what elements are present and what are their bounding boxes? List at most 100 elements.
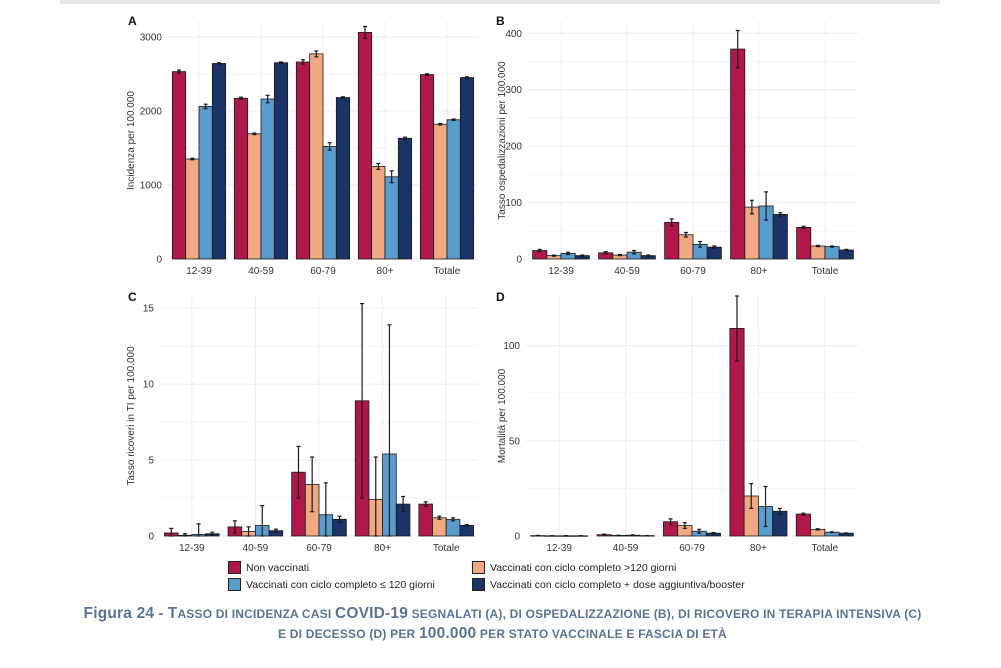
series-1 xyxy=(164,302,433,537)
error-bar xyxy=(777,507,782,515)
panel-letter: A xyxy=(128,14,137,28)
legend-item-oltre-120: Vaccinati con ciclo completo >120 giorni xyxy=(472,561,676,574)
bar xyxy=(233,97,249,260)
error-bar xyxy=(551,254,556,257)
series-1 xyxy=(171,25,435,260)
error-bar xyxy=(373,456,378,537)
error-bar xyxy=(682,522,687,529)
bar xyxy=(418,503,433,537)
y-tick-label: 2000 xyxy=(140,106,163,117)
error-bar xyxy=(764,191,769,221)
error-bar xyxy=(239,96,244,100)
panel-d-mortalita: 0 50 100 12-39 40-59 60-79 80+ Totale D Mortalità… xyxy=(496,290,858,554)
error-bar xyxy=(196,523,201,537)
legend-swatch xyxy=(472,561,485,574)
bar xyxy=(706,246,722,260)
caption-number: 100.000 xyxy=(418,625,477,642)
x-tick-label: 80+ xyxy=(374,543,391,554)
error-bar xyxy=(668,518,673,526)
bar xyxy=(185,158,200,260)
series-4 xyxy=(205,495,474,537)
bar xyxy=(445,518,461,537)
x-tick-label: 80+ xyxy=(377,266,394,277)
bar xyxy=(171,71,187,260)
gridlines xyxy=(526,296,858,537)
error-bar xyxy=(363,25,368,39)
gridlines xyxy=(528,22,858,260)
bar xyxy=(335,97,351,260)
error-bar xyxy=(252,132,257,136)
bar xyxy=(796,226,812,260)
y-axis-label: Incidenza per 100.000 xyxy=(126,91,137,190)
x-tick-label: 40-59 xyxy=(613,543,639,554)
bar xyxy=(211,63,227,260)
error-bar xyxy=(387,324,392,537)
x-tick-label: 60-79 xyxy=(680,266,706,277)
y-tick-label: 1000 xyxy=(140,180,163,191)
x-tick-label: 80+ xyxy=(751,266,768,277)
y-tick-label: 0 xyxy=(148,532,154,543)
error-bar xyxy=(464,524,469,527)
error-bar xyxy=(537,248,542,253)
bar xyxy=(273,62,289,260)
error-bar xyxy=(265,94,270,104)
error-bar xyxy=(210,531,215,536)
error-bar xyxy=(712,245,717,249)
y-axis-label: Tasso ospedalizzazioni per 100.000 xyxy=(497,61,508,220)
bar xyxy=(795,513,811,537)
error-bar xyxy=(296,445,301,499)
legend-label: Vaccinati con ciclo completo ≤ 120 giorn… xyxy=(246,578,435,591)
series-4 xyxy=(574,212,854,260)
bar xyxy=(678,234,694,260)
x-tick-label: 60-79 xyxy=(310,266,336,277)
y-tick-label: 15 xyxy=(143,304,155,315)
legend-swatch xyxy=(228,578,241,591)
y-tick-label: 10 xyxy=(143,380,155,391)
caption-part1-cap: T xyxy=(167,605,178,622)
x-tick-label: 12-39 xyxy=(186,266,212,277)
y-tick-label: 5 xyxy=(148,456,154,467)
bar xyxy=(371,166,386,260)
bar xyxy=(824,246,840,260)
legend-swatch xyxy=(228,561,241,574)
x-tick-label: 40-59 xyxy=(243,543,269,554)
error-bar xyxy=(437,515,442,520)
error-bar xyxy=(177,69,182,74)
bar xyxy=(384,176,399,260)
legend-label: Vaccinati con ciclo completo + dose aggi… xyxy=(490,578,745,591)
bar xyxy=(810,245,826,260)
y-axis-label: Tasso ricoveri in TI per 100.000 xyxy=(126,346,137,486)
series-2 xyxy=(546,199,826,260)
error-bar xyxy=(425,73,430,76)
x-tick-label: Totale xyxy=(811,543,838,554)
series-2 xyxy=(177,456,447,537)
y-tick-label: 50 xyxy=(509,436,521,447)
error-bar xyxy=(273,528,278,533)
bar xyxy=(309,53,324,260)
error-bar xyxy=(698,240,703,248)
legend-item-entro-120: Vaccinati con ciclo completo ≤ 120 giorn… xyxy=(228,578,435,591)
error-bar xyxy=(327,142,332,151)
series-4 xyxy=(573,507,854,537)
bar xyxy=(357,31,373,260)
series-3 xyxy=(558,485,840,537)
series-4 xyxy=(211,61,475,260)
bar xyxy=(446,119,461,260)
error-bar xyxy=(763,485,768,528)
error-bar xyxy=(169,527,174,537)
error-bar xyxy=(402,136,407,140)
error-bar xyxy=(830,245,835,248)
error-bar xyxy=(566,251,571,256)
x-tick-label: 12-39 xyxy=(546,543,572,554)
bar xyxy=(730,48,746,260)
error-bar xyxy=(337,515,342,523)
y-tick-label: 200 xyxy=(505,142,522,153)
error-bar xyxy=(360,302,365,499)
x-tick-label: Totale xyxy=(433,543,460,554)
error-bar xyxy=(376,162,381,170)
legend-swatch xyxy=(472,578,485,591)
x-tick-label: 12-39 xyxy=(179,543,205,554)
error-bar xyxy=(314,50,319,58)
error-bar xyxy=(182,533,187,537)
